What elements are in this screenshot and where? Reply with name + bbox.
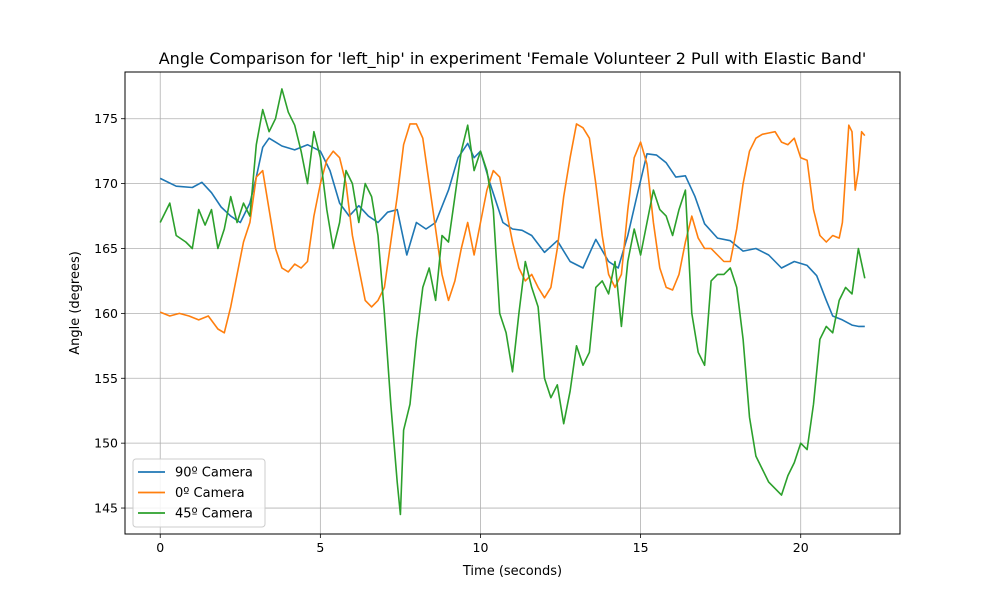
legend: 90º Camera 0º Camera 45º Camera bbox=[132, 458, 266, 528]
y-tick-label: 160 bbox=[94, 306, 118, 321]
y-tick-label: 165 bbox=[94, 241, 118, 256]
y-tick-label: 170 bbox=[94, 176, 118, 191]
legend-label-2: 45º Camera bbox=[175, 507, 253, 522]
series-line-1 bbox=[159, 123, 866, 334]
x-tick-label: 0 bbox=[156, 540, 164, 555]
legend-box bbox=[132, 458, 266, 528]
y-tick-label: 150 bbox=[94, 436, 118, 451]
x-tick-label: 10 bbox=[473, 540, 489, 555]
chart-title: Angle Comparison for 'left_hip' in exper… bbox=[159, 49, 867, 69]
series-line-2 bbox=[159, 88, 866, 516]
series-layer bbox=[159, 88, 866, 516]
y-tick-label: 175 bbox=[94, 111, 118, 126]
plot-frame bbox=[124, 71, 901, 535]
x-tick-label: 5 bbox=[316, 540, 324, 555]
x-tick-label: 15 bbox=[633, 540, 649, 555]
y-axis-label: Angle (degrees) bbox=[68, 251, 83, 355]
legend-label-1: 0º Camera bbox=[175, 486, 245, 501]
y-tick-label: 155 bbox=[94, 371, 118, 386]
y-tick-label: 145 bbox=[94, 501, 118, 516]
legend-label-0: 90º Camera bbox=[175, 466, 253, 481]
tick-layer: 0 5 10 15 20 145 150 155 160 165 170 175 bbox=[94, 111, 809, 555]
series-line-0 bbox=[159, 137, 865, 328]
x-tick-label: 20 bbox=[793, 540, 809, 555]
grid-layer bbox=[125, 72, 900, 534]
x-axis-label: Time (seconds) bbox=[462, 564, 562, 579]
